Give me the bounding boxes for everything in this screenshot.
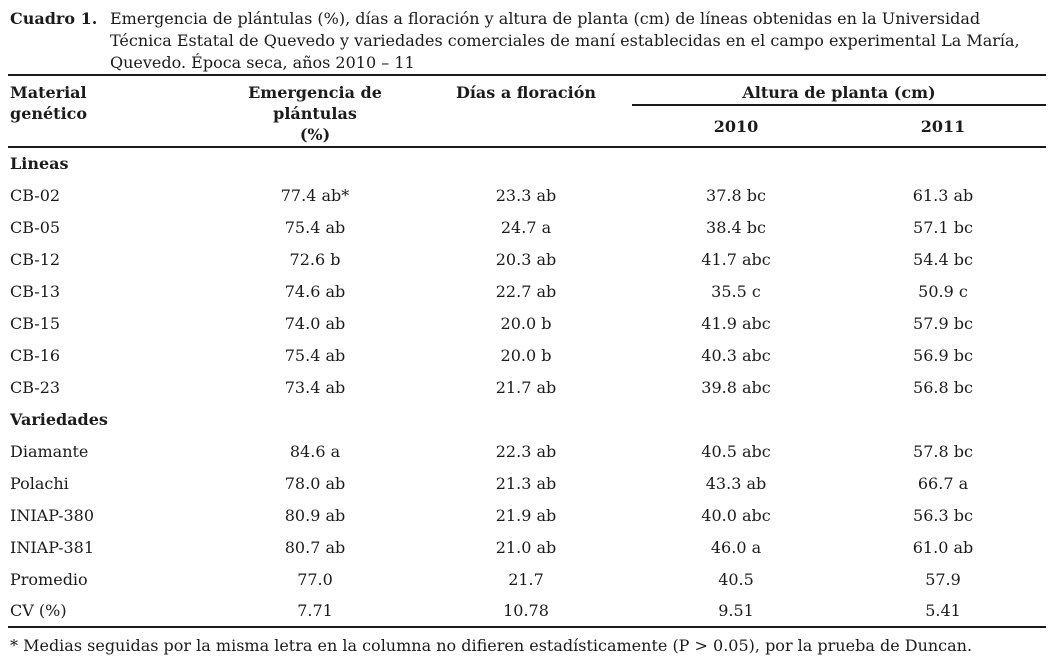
table-header: Material genético Emergencia de plántula… [8,75,1047,148]
value-cell: 5.41 [925,601,961,620]
value-cell: 75.4 ab [284,345,346,365]
material-cell: INIAP-380 [10,505,95,525]
value-cell: 57.1 bc [913,217,973,237]
value-cell: 38.4 bc [706,217,766,237]
material-cell: CV (%) [10,601,67,620]
value-cell: 41.9 abc [701,313,771,333]
value-cell: 78.0 ab [284,473,346,493]
table-row: CB-23 73.4 ab 21.7 ab 39.8 abc 56.8 bc [8,371,1046,403]
value-cell: 80.7 ab [284,537,346,557]
value-cell: 23.3 ab [495,185,557,205]
value-cell: 22.7 ab [495,281,557,301]
value-cell: 57.9 bc [913,313,973,333]
material-cell: CB-05 [10,217,61,237]
material-cell: INIAP-381 [10,537,95,557]
table-row: Polachi 78.0 ab 21.3 ab 43.3 ab 66.7 a [8,467,1046,499]
value-cell: 21.0 ab [495,537,557,557]
header-material-genetico: Material genético [8,75,210,148]
table-row: CB-15 74.0 ab 20.0 b 41.9 abc 57.9 bc [8,307,1046,339]
table-row: INIAP-381 80.7 ab 21.0 ab 46.0 a 61.0 ab [8,531,1046,563]
header-row-1: Material genético Emergencia de plántula… [8,75,1047,148]
value-cell: 61.0 ab [912,537,974,557]
caption-text: Emergencia de plántulas (%), días a flor… [110,9,1020,72]
value-cell: 39.8 abc [701,377,771,397]
value-cell: 20.0 b [500,313,552,333]
header-emergencia-plantulas: Emergencia de plántulas (%) [210,75,420,148]
table-row: CB-16 75.4 ab 20.0 b 40.3 abc 56.9 bc [8,339,1046,371]
material-cell: CB-12 [10,249,61,269]
value-cell: 56.3 bc [913,505,973,525]
value-cell: 56.9 bc [913,345,973,365]
value-cell: 43.3 ab [705,473,767,493]
value-cell: 57.8 bc [913,441,973,461]
header-dias-floracion: Días a floración [420,75,632,148]
value-cell: 7.71 [297,601,333,620]
value-cell: 40.5 [718,569,754,589]
table-row: Promedio 77.0 21.7 40.5 57.9 [8,563,1046,595]
value-cell: 37.8 bc [706,185,766,205]
table-row: CB-05 75.4 ab 24.7 a 38.4 bc 57.1 bc [8,211,1046,243]
value-cell: 54.4 bc [913,249,973,269]
value-cell: 35.5 c [711,281,761,301]
value-cell: 77.4 ab* [280,185,350,205]
value-cell: 21.7 [508,569,544,589]
material-cell: CB-13 [10,281,61,301]
value-cell: 9.51 [718,601,754,620]
table-row: CB-12 72.6 b 20.3 ab 41.7 abc 54.4 bc [8,243,1046,275]
value-cell: 75.4 ab [284,217,346,237]
section-row: Lineas [8,147,1046,179]
table-row: CB-13 74.6 ab 22.7 ab 35.5 c 50.9 c [8,275,1046,307]
table-body: Lineas CB-02 77.4 ab* 23.3 ab 37.8 bc 61.3 ab… [8,147,1046,627]
value-cell: 22.3 ab [495,441,557,461]
value-cell: 56.8 bc [913,377,973,397]
header-row-2: 2010 2011 [8,105,1047,148]
value-cell: 61.3 ab [912,185,974,205]
material-cell: Polachi [10,473,69,493]
value-cell: 20.3 ab [495,249,557,269]
value-cell: 77.0 [297,569,333,589]
footnote: * Medias seguidas por la misma letra en … [10,636,973,655]
value-cell: 46.0 a [710,537,762,557]
table-caption: Cuadro 1. Emergencia de plántulas (%), d… [8,8,1046,74]
value-cell: 80.9 ab [284,505,346,525]
value-cell: 74.6 ab [284,281,346,301]
table-row: INIAP-380 80.9 ab 21.9 ab 40.0 abc 56.3 bc [8,499,1046,531]
value-cell: 72.6 b [289,249,341,269]
value-cell: 21.9 ab [495,505,557,525]
material-cell: CB-02 [10,185,61,205]
value-cell: 73.4 ab [284,377,346,397]
section-label: Variedades [10,409,108,429]
value-cell: 57.9 [925,569,961,589]
value-cell: 50.9 c [918,281,968,301]
value-cell: 84.6 a [289,441,341,461]
material-cell: CB-15 [10,313,61,333]
data-table: Material genético Emergencia de plántula… [8,74,1047,628]
table-row: CB-02 77.4 ab* 23.3 ab 37.8 bc 61.3 ab [8,179,1046,211]
caption-label: Cuadro 1. [10,9,98,28]
material-cell: Diamante [10,441,89,461]
table-row: CV (%) 7.71 10.78 9.51 5.41 [8,595,1046,627]
value-cell: 40.0 abc [701,505,771,525]
value-cell: 74.0 ab [284,313,346,333]
material-cell: Promedio [10,569,88,589]
value-cell: 21.3 ab [495,473,557,493]
value-cell: 66.7 a [917,473,969,493]
value-cell: 40.3 abc [701,345,771,365]
value-cell: 40.5 abc [701,441,771,461]
table-row: Diamante 84.6 a 22.3 ab 40.5 abc 57.8 bc [8,435,1046,467]
section-label: Lineas [10,154,69,173]
header-year-2010: 2010 [632,105,840,148]
value-cell: 21.7 ab [495,377,557,397]
header-year-2011: 2011 [840,105,1047,148]
material-cell: CB-23 [10,377,61,397]
section-row: Variedades [8,403,1046,435]
header-altura-planta: Altura de planta (cm) [632,75,1047,106]
value-cell: 41.7 abc [701,249,771,269]
value-cell: 10.78 [503,601,549,620]
material-cell: CB-16 [10,345,61,365]
value-cell: 24.7 a [500,217,552,237]
value-cell: 20.0 b [500,345,552,365]
